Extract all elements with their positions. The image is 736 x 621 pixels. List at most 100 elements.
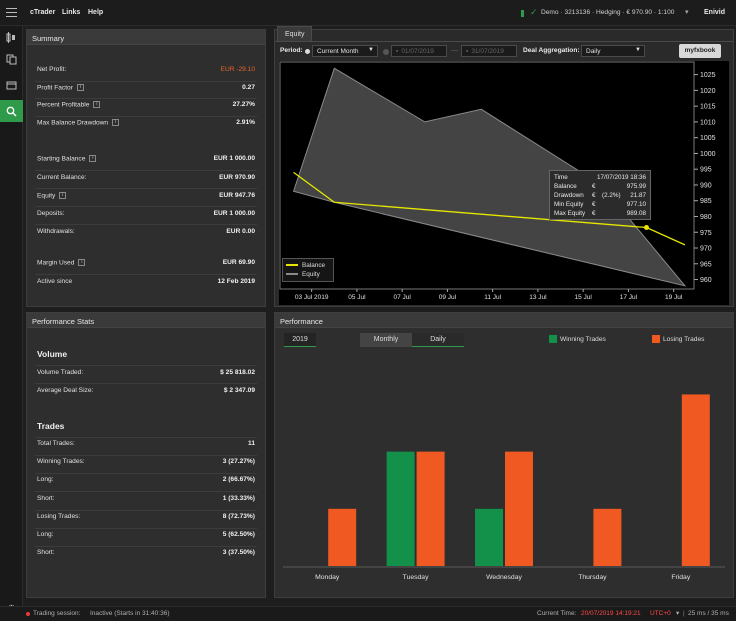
balance-line (293, 171, 686, 246)
volume-traded-row: Volume Traded: $ 25 818.02 (37, 369, 255, 381)
date-to-field[interactable]: ▪ 31/07/2019 (461, 45, 517, 57)
account-info[interactable]: Demo · 3213136 · Hedging · € 970.90 · 1:… (541, 9, 675, 16)
equity-area (292, 67, 687, 287)
category-label: Thursday (578, 574, 607, 581)
winning-bar (475, 508, 503, 566)
info-icon[interactable]: i (76, 84, 84, 91)
current-balance-label: Current Balance: (37, 174, 87, 181)
x-tick-label: 07 Jul (393, 294, 411, 301)
percent-profitable-row: Percent Profitable i 27.27% (37, 101, 255, 113)
category-label: Tuesday (403, 574, 429, 581)
equity-chart: 960 965 970 975 980 985 990 995 1000 1005 1010 1015… (279, 61, 729, 305)
app-name[interactable]: cTrader (30, 9, 56, 16)
timezone-dropdown-icon[interactable]: ▾ (676, 610, 680, 617)
profit-factor-label: Profit Factor (37, 84, 73, 92)
menu-links[interactable]: Links (62, 9, 81, 16)
profit-factor-row: Profit Factor i 0.27 (37, 84, 255, 96)
equity-tooltip: Time 17/07/2019 18:36 Balance €975.99 Draw… (549, 170, 651, 220)
category-label: Monday (315, 574, 340, 581)
analyze-icon[interactable] (0, 100, 23, 122)
myfxbook-label: myfxbook (684, 47, 716, 54)
margin-used-value: EUR 69.90 (222, 259, 255, 266)
max-balance-drawdown-row: Max Balance Drawdown i 2.91% (37, 119, 255, 131)
date-range-dash: — (451, 47, 458, 54)
timezone-value[interactable]: UTC+0 (650, 610, 671, 617)
year-tab[interactable]: 2019 (284, 333, 316, 347)
balance-legend-swatch (286, 264, 298, 267)
volume-heading: Volume (37, 349, 68, 359)
starting-balance-value: EUR 1 000.00 (213, 155, 255, 162)
automate-icon[interactable] (0, 74, 23, 96)
tooltip-currency: € (592, 183, 596, 190)
tooltip-currency: € (592, 192, 596, 199)
deal-aggregation-value: Daily (586, 48, 601, 55)
x-tick-label: 05 Jul (348, 294, 366, 301)
active-since-row: Active since 12 Feb 2019 (37, 278, 255, 290)
deal-aggregation-dropdown[interactable]: Daily ▼ (581, 45, 645, 57)
equity-panel: Equity Period: Current Month ▼ ▪ 01/07/20… (274, 26, 734, 307)
period-dropdown[interactable]: Current Month ▼ (312, 45, 378, 57)
losing-bar (593, 508, 622, 566)
trade-icon[interactable] (0, 26, 23, 48)
copy-icon[interactable] (0, 48, 23, 70)
net-profit-value: EUR -29.10 (220, 66, 255, 73)
custom-period-radio-icon[interactable] (383, 49, 389, 55)
volume-traded-value: $ 25 818.02 (220, 369, 255, 376)
y-tick-label: 965 (700, 261, 712, 268)
performance-panel: Performance 2019 Monthly Daily Winning T… (274, 312, 734, 598)
tooltip-balance-label: Balance (554, 183, 577, 190)
x-tick-label: 09 Jul (439, 294, 457, 301)
menu-help[interactable]: Help (88, 9, 104, 16)
tab-equity[interactable]: Equity (277, 26, 313, 41)
trade-stat-label: Total Trades: (37, 440, 75, 447)
losing-legend-swatch (652, 335, 660, 343)
current-balance-row: Current Balance: EUR 970.90 (37, 174, 255, 186)
avg-deal-size-label: Average Deal Size: (37, 387, 94, 394)
tab-daily[interactable]: Daily (412, 333, 464, 347)
hamburger-menu-icon[interactable] (6, 8, 17, 17)
max-balance-drawdown-label: Max Balance Drawdown (37, 119, 109, 127)
trade-stat-row: Total Trades: 11 (37, 440, 255, 452)
y-tick-label: 1000 (700, 151, 716, 158)
x-tick-label: 13 Jul (529, 294, 547, 301)
tooltip-drawdown-value: 21.87 (630, 192, 646, 199)
myfxbook-button[interactable]: myfxbook (679, 44, 721, 58)
deposits-label: Deposits: (37, 210, 65, 217)
y-tick-label: 970 (700, 246, 712, 253)
tooltip-balance-value: 975.99 (626, 183, 646, 190)
left-sidebar: ⚙ (0, 26, 23, 615)
checkmark-icon: ✓ (530, 7, 538, 17)
info-icon[interactable]: i (78, 259, 86, 266)
session-label: Trading session: (33, 610, 81, 617)
info-icon[interactable]: i (59, 192, 67, 199)
trade-stat-row: Long: 2 (66.67%) (37, 476, 255, 488)
starting-balance-label: Starting Balance (37, 155, 86, 163)
avg-deal-size-row: Average Deal Size: $ 2 347.09 (37, 387, 255, 399)
current-time-value: 20/07/2019 14:19:21 (581, 610, 641, 617)
tooltip-time-value: 17/07/2019 18:36 (596, 174, 646, 181)
active-since-value: 12 Feb 2019 (217, 278, 255, 285)
y-tick-label: 1010 (700, 119, 716, 126)
info-icon[interactable]: i (112, 119, 120, 126)
trade-stat-value: 3 (37.50%) (222, 549, 255, 557)
period-value: Current Month (317, 48, 359, 55)
info-icon[interactable]: i (93, 101, 101, 108)
withdrawals-value: EUR 0.00 (226, 228, 255, 235)
active-since-label: Active since (37, 278, 73, 285)
latency-value: 25 ms / 35 ms (688, 610, 729, 617)
tooltip-currency: € (592, 201, 596, 208)
y-tick-label: 1005 (700, 135, 716, 142)
account-dropdown-icon[interactable]: ▾ (685, 9, 689, 16)
account-user[interactable]: Enivid (704, 9, 726, 16)
tab-monthly[interactable]: Monthly (360, 333, 412, 347)
trade-stat-value: 5 (62.50%) (222, 531, 255, 538)
info-icon[interactable]: i (89, 155, 97, 162)
current-time-label: Current Time: (537, 610, 577, 617)
highlight-point (643, 225, 649, 231)
status-bar: Trading session: Inactive (Starts in 31:… (0, 606, 736, 621)
date-from-field[interactable]: ▪ 01/07/2019 (391, 45, 447, 57)
row-divider (35, 527, 257, 529)
net-profit-row: Net Profit: EUR -29.10 (37, 66, 255, 78)
top-bar: cTrader Links Help ✓ Demo · 3213136 · He… (0, 0, 736, 26)
period-radio-icon[interactable] (305, 49, 310, 54)
